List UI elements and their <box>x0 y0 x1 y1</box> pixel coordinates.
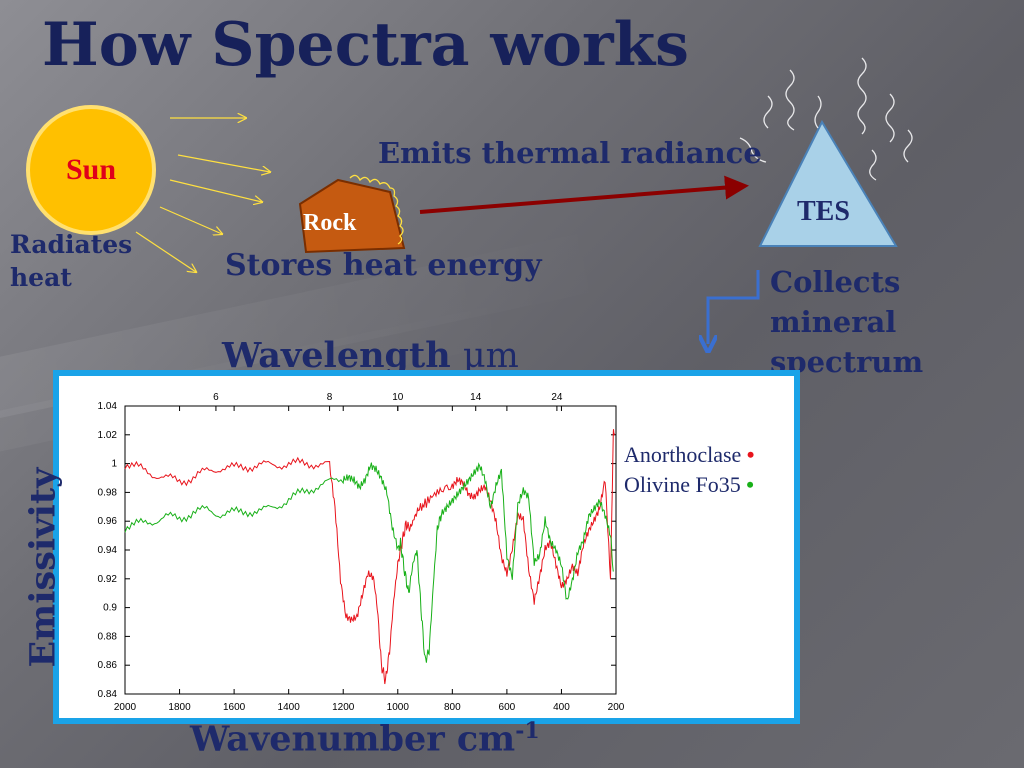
y-tick-label: 0.88 <box>98 631 118 642</box>
left-axis-title: Emissivity <box>22 467 64 668</box>
x-tick-label: 200 <box>608 702 625 713</box>
y-tick-label: 1.02 <box>98 430 118 441</box>
tes-label: TES <box>797 196 850 227</box>
x-tick-label: 400 <box>553 702 570 713</box>
y-tick-label: 1 <box>111 459 117 470</box>
y-tick-label: 0.86 <box>98 660 118 671</box>
slide-title: How Spectra works <box>42 10 689 80</box>
rock-caption: Stores heat energy <box>225 248 542 283</box>
y-tick-label: 0.84 <box>98 689 118 700</box>
x-tick-label: 1600 <box>223 702 246 713</box>
x2-tick-label: 8 <box>327 392 333 403</box>
tes-caption-line1: Collects mineral <box>770 265 901 339</box>
rock-heat-wave <box>349 174 404 245</box>
sun-caption: Radiates heat <box>10 228 132 294</box>
y-tick-label: 0.92 <box>98 574 118 585</box>
y-tick-label: 0.96 <box>98 516 118 527</box>
x-tick-label: 600 <box>499 702 516 713</box>
sun-caption-line2: heat <box>10 263 72 292</box>
bottom-axis-title: Wavenumber cm-1 <box>190 718 540 760</box>
series-line <box>124 429 616 685</box>
legend-label: Anorthoclase <box>624 442 747 467</box>
x-tick-label: 800 <box>444 702 461 713</box>
legend-item: Anorthoclase • <box>624 440 755 470</box>
thermal-squiggles <box>739 57 913 181</box>
y-tick-label: 0.9 <box>103 603 117 614</box>
radiance-arrow <box>419 175 749 214</box>
y-tick-label: 0.94 <box>98 545 118 556</box>
x2-tick-label: 14 <box>470 392 482 403</box>
radiance-caption: Emits thermal radiance <box>378 136 762 170</box>
x-tick-label: 1200 <box>332 702 355 713</box>
x2-tick-label: 6 <box>213 392 219 403</box>
bottom-axis-exponent: -1 <box>515 718 540 744</box>
top-axis-title: Wavelength μm <box>222 335 519 376</box>
x-tick-label: 1800 <box>168 702 191 713</box>
sun-label: Sun <box>65 153 117 186</box>
tes-triangle <box>758 119 898 247</box>
collect-arrow <box>708 270 760 344</box>
x-tick-label: 1000 <box>387 702 410 713</box>
chart-legend: Anorthoclase • Olivine Fo35 • <box>624 440 755 500</box>
plot-frame <box>124 405 617 695</box>
legend-label: Olivine Fo35 <box>624 472 747 497</box>
rock-label: Rock <box>303 210 357 236</box>
y-tick-label: 0.98 <box>98 487 118 498</box>
x2-tick-label: 10 <box>392 392 404 403</box>
sun-rays <box>135 118 270 272</box>
top-axis-unit: μm <box>462 336 519 376</box>
tes-caption: Collects mineral spectrum <box>770 262 1024 382</box>
spectrum-chart-frame: 2000 1800 1600 1400 1200 1000 800 600 400 200 0.84… <box>53 370 800 724</box>
sun-caption-line1: Radiates <box>10 230 133 259</box>
x2-tick-label: 24 <box>551 392 563 403</box>
rock-shape <box>298 178 406 254</box>
series-line <box>124 462 614 663</box>
sun-circle: Sun <box>26 105 156 235</box>
y-tick-label: 1.04 <box>98 401 118 412</box>
legend-item: Olivine Fo35 • <box>624 470 755 500</box>
legend-marker: • <box>746 472 754 497</box>
spectrum-chart: 2000 1800 1600 1400 1200 1000 800 600 400 200 0.84… <box>98 392 625 713</box>
legend-marker: • <box>746 442 755 467</box>
x-tick-label: 1400 <box>278 702 301 713</box>
top-axis-title-text: Wavelength <box>222 335 451 376</box>
x-tick-label: 2000 <box>114 702 137 713</box>
bottom-axis-title-text: Wavenumber cm <box>190 718 516 760</box>
